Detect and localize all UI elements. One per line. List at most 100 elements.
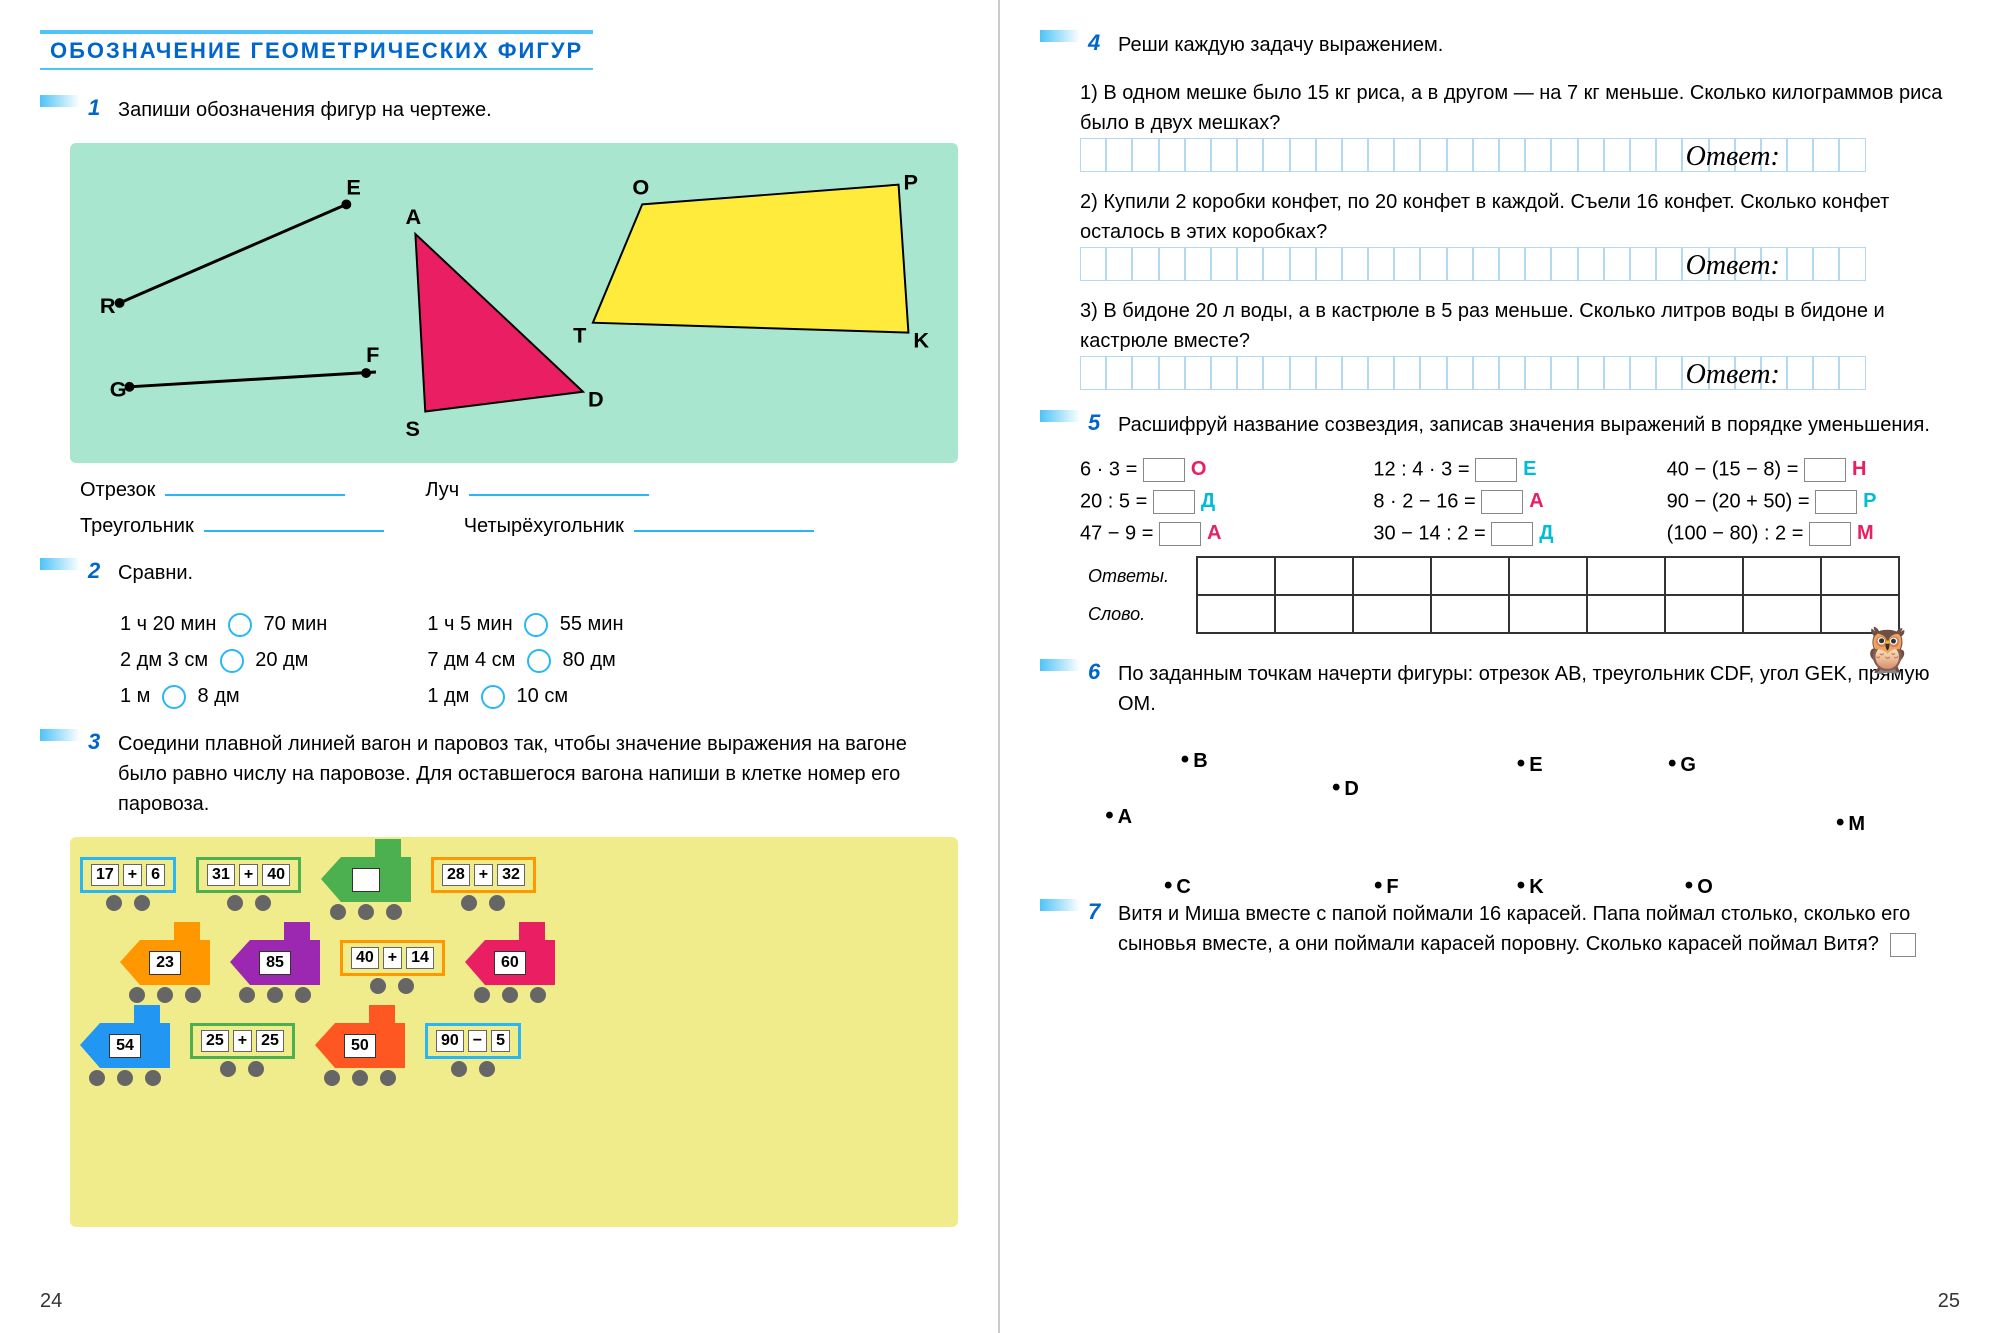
- label-triangle: Треугольник: [80, 515, 194, 537]
- compare-column-2: 1 ч 5 мин 55 мин7 дм 4 см 80 дм1 дм 10 с…: [427, 606, 623, 714]
- compare-circle[interactable]: [527, 649, 551, 673]
- wagon: 90−5: [425, 1023, 521, 1086]
- task-number: 3: [88, 729, 118, 755]
- compare-line: 1 дм 10 см: [427, 678, 623, 714]
- task-5: 5 Расшифруй название созвездия, записав …: [1040, 410, 1960, 440]
- fill-blank[interactable]: [469, 478, 649, 496]
- book-spread: ОБОЗНАЧЕНИЕ ГЕОМЕТРИЧЕСКИХ ФИГУР 1 Запиш…: [0, 0, 2000, 1333]
- points-area[interactable]: BACDFEKGOM: [1080, 739, 1920, 879]
- task-4: 4 Реши каждую задачу выражением.: [1040, 30, 1960, 60]
- cipher-letter: А: [1207, 522, 1221, 545]
- answer-box[interactable]: [1491, 522, 1533, 546]
- wagon: 40+14: [340, 940, 445, 1003]
- task-7: 7 Витя и Миша вместе с папой поймали 16 …: [1040, 899, 1960, 959]
- answer-box[interactable]: [1481, 490, 1523, 514]
- svg-text:S: S: [406, 416, 420, 441]
- compare-line: 7 дм 4 см 80 дм: [427, 642, 623, 678]
- answer-label: Ответ:: [1686, 359, 1780, 393]
- fill-labels-row: Отрезок Луч: [80, 478, 958, 502]
- task-marker: [1040, 899, 1080, 911]
- compare-circle[interactable]: [162, 685, 186, 709]
- answer-label: Ответ:: [1686, 250, 1780, 284]
- compare-line: 1 ч 5 мин 55 мин: [427, 606, 623, 642]
- subtask-text: 3) В бидоне 20 л воды, а в кастрюле в 5 …: [1080, 296, 1960, 356]
- answer-box[interactable]: [1890, 933, 1916, 957]
- task-marker: [40, 95, 80, 107]
- cipher-letter: Е: [1523, 458, 1536, 481]
- fill-blank[interactable]: [204, 514, 384, 532]
- task-number: 4: [1088, 30, 1118, 56]
- compare-circle[interactable]: [481, 685, 505, 709]
- expression-row: 47 − 9 = А30 − 14 : 2 = Д(100 − 80) : 2 …: [1080, 522, 1960, 546]
- task-text-content: Витя и Миша вместе с папой поймали 16 ка…: [1118, 903, 1910, 955]
- task-text: Сравни.: [118, 558, 958, 588]
- task-6: 6 По заданным точкам начерти фигуры: отр…: [1040, 659, 1960, 719]
- task-text: Витя и Миша вместе с папой поймали 16 ка…: [1118, 899, 1960, 959]
- cipher-letter: Д: [1539, 522, 1553, 545]
- compare-circle[interactable]: [220, 649, 244, 673]
- cipher-letter: О: [1191, 458, 1207, 481]
- task-2: 2 Сравни.: [40, 558, 958, 588]
- task-1: 1 Запиши обозначения фигур на чертеже.: [40, 95, 958, 125]
- task-number: 1: [88, 95, 118, 121]
- task-marker: [1040, 30, 1080, 42]
- page-left: ОБОЗНАЧЕНИЕ ГЕОМЕТРИЧЕСКИХ ФИГУР 1 Запиш…: [0, 0, 1000, 1333]
- geometry-point: M: [1836, 809, 1865, 837]
- page-header: ОБОЗНАЧЕНИЕ ГЕОМЕТРИЧЕСКИХ ФИГУР: [40, 30, 593, 70]
- compare-circle[interactable]: [524, 613, 548, 637]
- geometry-point: O: [1685, 872, 1713, 900]
- geometry-point: A: [1105, 802, 1132, 830]
- geometry-point: K: [1517, 872, 1544, 900]
- fill-blank[interactable]: [634, 514, 814, 532]
- trains-figure: 17+6 31+40 28+32 23 85: [70, 837, 958, 1227]
- task-text: Запиши обозначения фигур на чертеже.: [118, 95, 958, 125]
- wagon: 31+40: [196, 857, 301, 920]
- answer-box[interactable]: [1153, 490, 1195, 514]
- answer-grid[interactable]: Ответ:: [1080, 247, 1960, 281]
- expressions-block: 6 · 3 = О12 : 4 · 3 = Е40 − (15 − 8) = Н…: [1040, 458, 1960, 546]
- task-text: По заданным точкам начерти фигуры: отрез…: [1118, 659, 1960, 719]
- geometry-point: D: [1332, 774, 1359, 802]
- answer-grid[interactable]: Ответ:: [1080, 138, 1960, 172]
- subtask-text: 1) В одном мешке было 15 кг риса, а в др…: [1080, 78, 1960, 138]
- loco-blank[interactable]: [352, 868, 379, 892]
- compare-column-1: 1 ч 20 мин 70 мин2 дм 3 см 20 дм1 м 8 дм: [120, 606, 327, 714]
- fill-blank[interactable]: [165, 478, 345, 496]
- cipher-letter: А: [1529, 490, 1543, 513]
- cipher-letter: Р: [1863, 490, 1876, 513]
- task-number: 7: [1088, 899, 1118, 925]
- answer-box[interactable]: [1804, 458, 1846, 482]
- geometry-point: B: [1181, 746, 1208, 774]
- answer-box[interactable]: [1815, 490, 1857, 514]
- answer-box[interactable]: [1809, 522, 1851, 546]
- task-number: 5: [1088, 410, 1118, 436]
- locomotive: 23: [120, 940, 210, 1003]
- svg-text:P: P: [903, 170, 917, 195]
- task-number: 2: [88, 558, 118, 584]
- answer-grid[interactable]: Ответ:: [1080, 356, 1960, 390]
- answer-box[interactable]: [1475, 458, 1517, 482]
- task-marker: [1040, 410, 1080, 422]
- task-marker: [1040, 659, 1080, 671]
- geometry-figure: R E G F A S D O P K T: [70, 143, 958, 463]
- svg-text:K: K: [913, 327, 929, 352]
- locomotive: 85: [230, 940, 320, 1003]
- word-table[interactable]: Ответы.Слово.: [1080, 556, 1900, 634]
- locomotive: 54: [80, 1023, 170, 1086]
- cipher-letter: Д: [1201, 490, 1215, 513]
- task-text: Соедини плавной линией вагон и паровоз т…: [118, 729, 958, 819]
- answer-label: Ответ:: [1686, 141, 1780, 175]
- page-number: 24: [40, 1290, 62, 1313]
- compare-circle[interactable]: [228, 613, 252, 637]
- svg-text:E: E: [346, 175, 360, 200]
- locomotive: 60: [465, 940, 555, 1003]
- answer-box[interactable]: [1159, 522, 1201, 546]
- svg-text:A: A: [406, 204, 422, 229]
- answer-box[interactable]: [1143, 458, 1185, 482]
- locomotive: 50: [315, 1023, 405, 1086]
- svg-text:T: T: [573, 322, 587, 347]
- svg-text:R: R: [100, 293, 116, 318]
- wagon: 17+6: [80, 857, 176, 920]
- expression-row: 20 : 5 = Д8 · 2 − 16 = А90 − (20 + 50) =…: [1080, 490, 1960, 514]
- svg-text:O: O: [632, 175, 649, 200]
